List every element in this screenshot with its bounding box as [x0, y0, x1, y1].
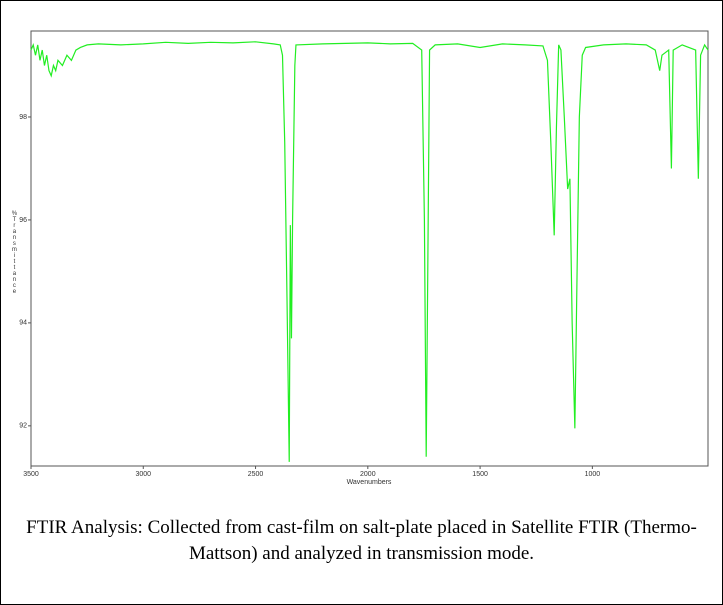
x-tick-label: 3500: [23, 471, 39, 478]
x-tick-label: 2500: [248, 471, 264, 478]
chart: Wavenumbers %Transmittance 3500 3000 2500 2…: [11, 30, 709, 486]
y-tick-label: 96: [19, 217, 27, 224]
y-tick-label: 94: [19, 320, 27, 327]
x-tick-label: 2000: [360, 471, 376, 478]
y-axis-label: %Transmittance: [11, 211, 17, 295]
plot-frame: [30, 30, 709, 467]
y-tick-label: 92: [19, 423, 27, 430]
x-tick-label: 1000: [585, 471, 601, 478]
caption: FTIR Analysis: Collected from cast-film …: [26, 517, 697, 564]
x-tick-label: 3000: [135, 471, 151, 478]
x-tick-label: 1500: [472, 471, 488, 478]
y-tick-label: 98: [19, 114, 27, 121]
x-axis-label: Wavenumbers: [347, 479, 392, 486]
spectrum-line: [30, 41, 709, 462]
